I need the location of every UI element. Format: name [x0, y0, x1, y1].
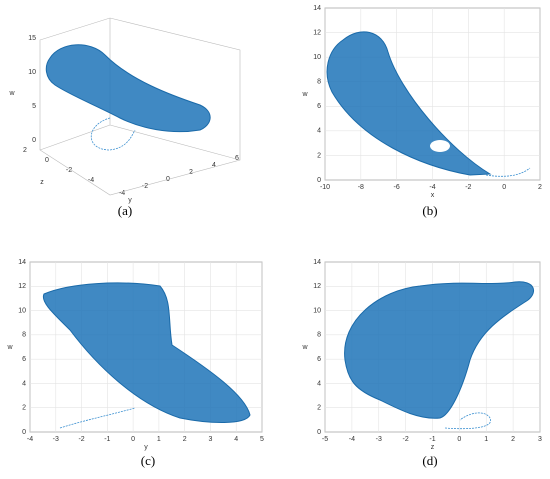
z-tick-label: 0	[45, 157, 49, 164]
y-tick-label: 10	[313, 54, 321, 61]
y-tick-label: 0	[317, 429, 321, 436]
caption: (b)	[422, 203, 437, 218]
y-tick-label: -4	[119, 190, 125, 197]
x-tick-label: -2	[78, 436, 84, 443]
y-tick-label: 10	[313, 307, 321, 314]
y-tick-label: 0	[317, 177, 321, 184]
y-tick-label: 2	[22, 405, 26, 412]
attractor-a	[45, 44, 211, 133]
x-tick-label: -5	[322, 436, 328, 443]
x-tick-label: -8	[358, 184, 364, 191]
y-tick-label: 6	[317, 356, 321, 363]
y-axis-label: w	[301, 344, 308, 351]
x-tick-label: 3	[538, 436, 542, 443]
x-tick-label: 0	[502, 184, 506, 191]
attractor-b	[326, 31, 492, 176]
x-tick-label: -3	[53, 436, 59, 443]
x-tick-label: 2	[511, 436, 515, 443]
trajectory-tail-a	[91, 117, 136, 151]
w-tick-label: 15	[28, 35, 36, 42]
y-tick-label: 2	[317, 405, 321, 412]
z-axis-label: w	[8, 90, 15, 97]
x-tick-label: 5	[260, 436, 264, 443]
x-tick-label: -1	[104, 436, 110, 443]
caption: (c)	[141, 453, 155, 468]
x-tick-label: 1	[157, 436, 161, 443]
x-tick-label: 0	[131, 436, 135, 443]
x-tick-label: 1	[484, 436, 488, 443]
x-tick-label: 3	[208, 436, 212, 443]
x-tick-label: -4	[349, 436, 355, 443]
x-tick-label: -4	[27, 436, 33, 443]
w-tick-label: 5	[32, 103, 36, 110]
y-tick-label: 14	[313, 5, 321, 12]
x-tick-label: 0	[457, 436, 461, 443]
x-axis-label: x	[431, 192, 435, 199]
x-tick-label: -2	[403, 436, 409, 443]
y-tick-label: 4	[317, 380, 321, 387]
z-tick-label: 2	[23, 147, 27, 154]
x-tick-label: 4	[234, 436, 238, 443]
x-tick-label: -2	[465, 184, 471, 191]
trajectory-tail-b	[485, 167, 531, 177]
x-tick-label: -1	[429, 436, 435, 443]
y-tick-label: 0	[22, 429, 26, 436]
y-tick-label: 12	[313, 283, 321, 290]
z-tick-label: -4	[88, 177, 94, 184]
x-tick-label: -3	[376, 436, 382, 443]
x-tick-label: -4	[429, 184, 435, 191]
y-tick-label: 14	[313, 259, 321, 266]
y-tick-label: 2	[317, 152, 321, 159]
attractor-hole	[430, 140, 450, 152]
x-tick-label: -10	[320, 184, 330, 191]
z-tick-label: -2	[66, 167, 72, 174]
y-tick-label: 6	[22, 356, 26, 363]
y-tick-label: 8	[22, 332, 26, 339]
y-tick-label: 8	[317, 79, 321, 86]
caption: (d)	[422, 453, 437, 468]
x-axis-label: z	[431, 444, 435, 451]
y-tick-label: 4	[317, 128, 321, 135]
attractor-c	[42, 282, 251, 424]
x-axis-label: y	[144, 444, 148, 451]
y-tick-label: 10	[18, 307, 26, 314]
y-tick-label: 4	[22, 380, 26, 387]
w-tick-label: 0	[32, 137, 36, 144]
y-tick-label: 12	[313, 29, 321, 36]
y-tick-label: 2	[189, 169, 193, 176]
y-tick-label: 6	[317, 103, 321, 110]
trajectory-tail-d	[444, 412, 491, 430]
x-tick-label: 2	[538, 184, 542, 191]
y-tick-label: 14	[18, 259, 26, 266]
x-tick-label: -6	[394, 184, 400, 191]
y-axis-label: z	[40, 179, 44, 186]
y-tick-label: 4	[212, 162, 216, 169]
trajectory-tail-c	[59, 407, 136, 429]
caption: (a)	[118, 203, 132, 218]
x-tick-label: 2	[183, 436, 187, 443]
y-tick-label: -2	[142, 183, 148, 190]
y-axis-label: w	[301, 91, 308, 98]
y-axis-label: w	[6, 344, 13, 351]
y-tick-label: 8	[317, 332, 321, 339]
x-axis-label: y	[128, 197, 132, 204]
attractor-d	[344, 281, 535, 419]
y-tick-label: 12	[18, 283, 26, 290]
y-tick-label: 6	[235, 155, 239, 162]
w-tick-label: 10	[28, 69, 36, 76]
